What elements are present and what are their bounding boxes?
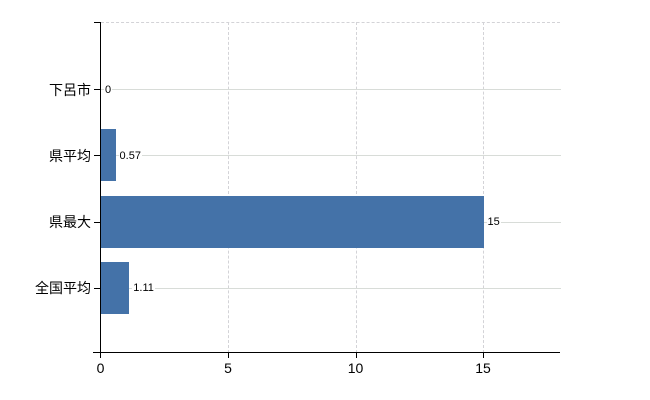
- category-label: 県平均: [49, 147, 91, 164]
- bar: [101, 129, 116, 182]
- plot-top-border: [100, 22, 560, 23]
- x-axis-tick: [228, 352, 229, 358]
- category-tick: [94, 89, 101, 90]
- x-tick-label: 5: [224, 360, 232, 376]
- category-tick: [94, 287, 101, 289]
- bar-value-label: 0.57: [118, 149, 142, 162]
- vertical-gridline: [228, 22, 229, 353]
- category-label: 下呂市: [49, 81, 91, 98]
- bar: [101, 195, 484, 248]
- category-label: 全国平均: [35, 280, 91, 297]
- bar-value-label: 15: [486, 216, 501, 229]
- category-gridline: [101, 89, 561, 90]
- category-tick: [94, 221, 101, 223]
- vertical-gridline: [355, 22, 357, 353]
- bar-value-label: 0: [104, 83, 113, 96]
- category-label: 県最大: [49, 214, 91, 231]
- category-gridline: [101, 155, 561, 157]
- x-tick-label: 0: [96, 360, 105, 376]
- bar-value-label: 1.11: [132, 282, 155, 295]
- x-axis-tick: [483, 352, 484, 358]
- x-tick-label: 10: [347, 360, 364, 376]
- y-axis: [99, 22, 102, 358]
- bar: [101, 261, 130, 314]
- vertical-gridline: [483, 22, 484, 353]
- x-axis: [93, 351, 560, 353]
- x-axis-tick: [355, 352, 357, 358]
- y-axis-top-tick: [94, 22, 101, 23]
- x-tick-label: 15: [475, 360, 491, 376]
- category-tick: [94, 155, 101, 157]
- category-gridline: [101, 287, 561, 289]
